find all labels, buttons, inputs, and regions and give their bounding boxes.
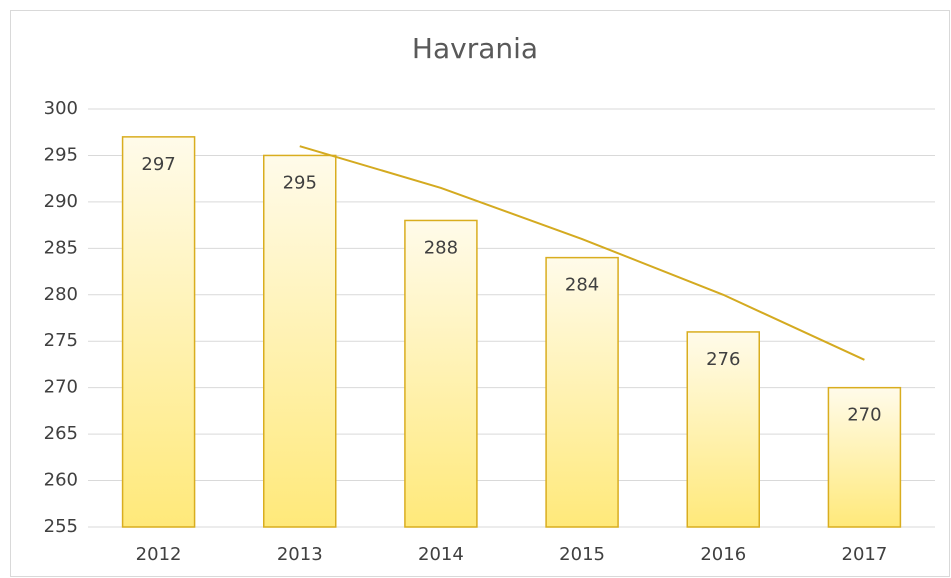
x-tick-label: 2012 [136, 544, 182, 565]
y-tick-label: 255 [44, 516, 78, 537]
bar [827, 386, 902, 528]
bar [263, 154, 337, 528]
data-label: 270 [847, 405, 881, 426]
bar [404, 219, 478, 528]
bar [121, 136, 196, 528]
data-label: 284 [565, 275, 599, 296]
y-tick-label: 300 [44, 98, 78, 119]
data-label: 288 [424, 237, 458, 258]
x-tick-label: 2013 [277, 544, 323, 565]
chart-title: Havrania [412, 32, 538, 65]
y-tick-label: 285 [44, 237, 78, 258]
y-tick-label: 270 [44, 377, 78, 398]
x-tick-label: 2014 [418, 544, 464, 565]
bar [686, 331, 760, 528]
x-tick-label: 2015 [559, 544, 605, 565]
y-tick-label: 295 [44, 144, 78, 165]
data-label: 295 [283, 172, 317, 193]
trendline [299, 145, 865, 361]
y-tick-label: 260 [44, 470, 78, 491]
y-tick-label: 290 [44, 191, 78, 212]
bar [545, 256, 619, 528]
x-tick-label: 2016 [700, 544, 746, 565]
data-label: 276 [706, 349, 740, 370]
y-tick-label: 280 [44, 284, 78, 305]
data-label: 297 [141, 154, 175, 175]
x-tick-label: 2017 [842, 544, 888, 565]
y-tick-label: 265 [44, 423, 78, 444]
y-tick-label: 275 [44, 330, 78, 351]
